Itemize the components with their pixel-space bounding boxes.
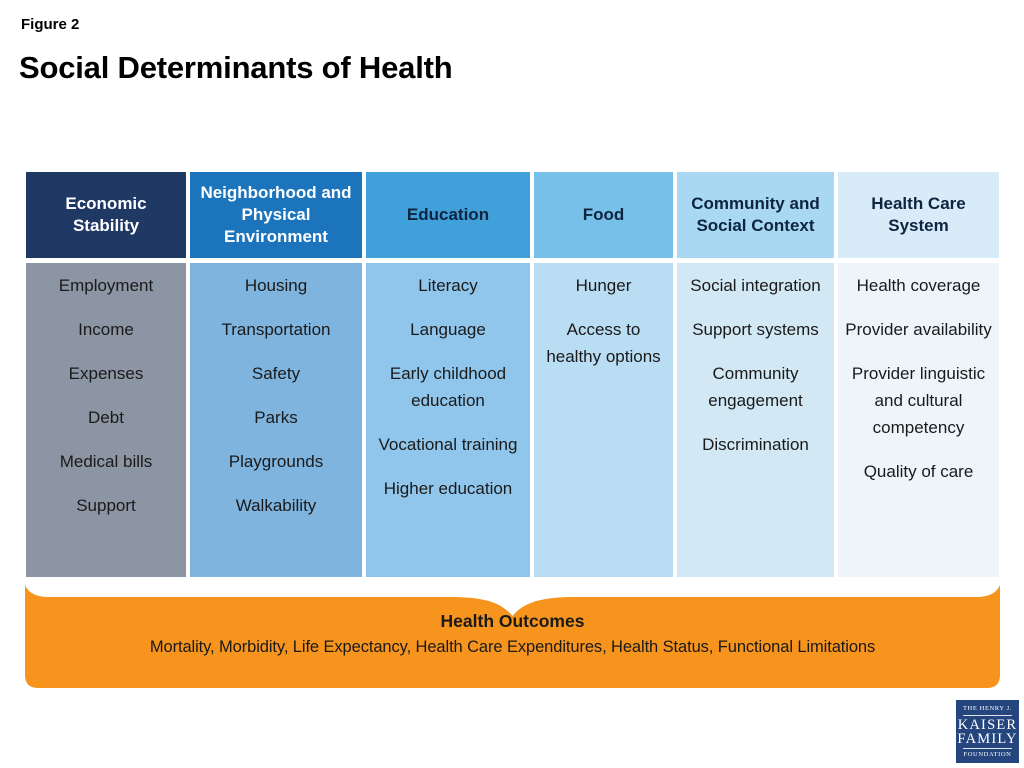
determinant-item: Income — [78, 320, 134, 339]
determinant-item: Expenses — [68, 364, 144, 383]
column-body: Housing Transportation Safety Parks Playgrou… — [190, 263, 362, 577]
determinant-item: Transportation — [221, 320, 331, 339]
figure-label: Figure 2 — [21, 16, 80, 33]
logo-divider-top — [963, 714, 1012, 716]
column-body: Social integration Support systems Communi… — [677, 263, 834, 577]
column-body: Employment Income Expenses Debt Medical bill… — [26, 263, 186, 577]
column-header: Health Care System — [838, 172, 999, 258]
logo-line-kaiser: KAISER — [957, 716, 1018, 733]
column-body: Hunger Access to healthy options — [534, 263, 673, 577]
outcomes-text: Health Outcomes Mortality, Morbidity, Li… — [25, 611, 1000, 657]
column-header: Economic Stability — [26, 172, 186, 258]
determinants-table: Economic Stability Employment Income Expen… — [26, 172, 999, 577]
outcomes-detail-line: Mortality, Morbidity, Life Expectancy, H… — [149, 638, 876, 656]
logo-line-family: FAMILY — [957, 730, 1018, 747]
determinant-item: Provider availability — [845, 320, 992, 339]
column-body: Health coverage Provider availability Prov… — [838, 263, 999, 577]
determinant-item: Debt — [88, 408, 124, 427]
page-title: Social Determinants of Health — [19, 50, 453, 85]
logo-divider-bottom — [963, 747, 1012, 749]
determinant-item: Playgrounds — [228, 452, 324, 471]
logo-line-the-henry-j: THE HENRY J. — [962, 704, 1013, 712]
column-header: Food — [534, 172, 673, 258]
logo-line-foundation: FOUNDATION — [963, 750, 1012, 758]
outcomes-brace-path — [25, 585, 1000, 688]
determinant-item: Medical bills — [59, 452, 153, 471]
outcomes-brace-shape — [25, 585, 1000, 688]
column-header: Community and Social Context — [677, 172, 834, 258]
column-body: Literacy Language Early childhood educatio… — [366, 263, 530, 577]
determinant-item: Hunger — [575, 276, 632, 295]
determinant-item: Early childhood education — [389, 364, 507, 410]
determinant-item: Language — [410, 320, 486, 339]
determinant-item: Walkability — [235, 496, 317, 515]
determinant-item: Literacy — [418, 276, 478, 295]
determinant-item: Vocational training — [378, 435, 518, 454]
determinant-item: Housing — [244, 276, 308, 295]
kaiser-family-foundation-logo: THE HENRY J. KAISER FAMILY FOUNDATION — [956, 700, 1019, 763]
determinant-item: Safety — [251, 364, 301, 383]
determinant-item: Higher education — [383, 479, 513, 498]
determinant-item: Parks — [254, 408, 298, 427]
outcomes-title: Health Outcomes — [440, 611, 585, 631]
determinant-item: Discrimination — [702, 435, 809, 454]
determinant-item: Social integration — [690, 276, 821, 295]
determinant-item: Support systems — [692, 320, 819, 339]
column-header: Neighborhood and Physical Environment — [190, 172, 362, 258]
determinant-item: Quality of care — [863, 462, 974, 481]
determinant-item: Community engagement — [708, 364, 803, 410]
determinant-item: Access to healthy options — [546, 320, 661, 366]
health-outcomes-banner: Health Outcomes Mortality, Morbidity, Li… — [25, 585, 1000, 688]
determinant-item: Health coverage — [856, 276, 981, 295]
determinant-item: Employment — [58, 276, 154, 295]
determinant-item: Support — [76, 496, 136, 515]
column-header: Education — [366, 172, 530, 258]
determinant-item: Provider linguistic and cultural compete… — [851, 364, 986, 437]
